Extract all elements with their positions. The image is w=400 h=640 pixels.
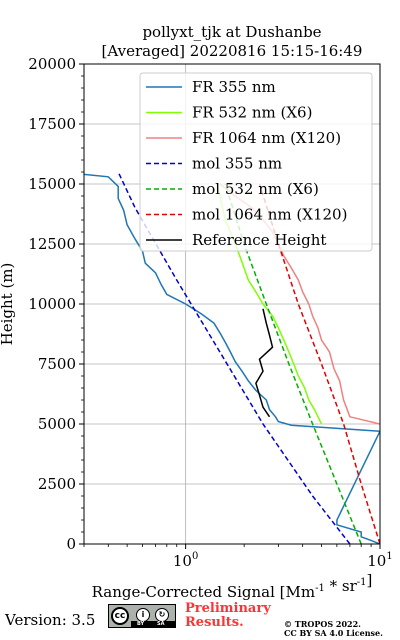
cc-by-text: BY bbox=[137, 621, 145, 627]
series-line-0 bbox=[84, 173, 380, 544]
chart-title: pollyxt_tjk at Dushanbe bbox=[142, 23, 321, 41]
preliminary-text: Preliminary bbox=[185, 601, 271, 616]
y-tick-label: 5000 bbox=[38, 415, 76, 433]
x-tick-label: 100 bbox=[173, 551, 198, 570]
series-line-3 bbox=[117, 171, 351, 544]
legend-label: mol 532 nm (X6) bbox=[192, 180, 319, 198]
legend-label: mol 355 nm bbox=[192, 155, 282, 173]
sa-icon: ↻ bbox=[155, 608, 169, 622]
y-tick-label: 7500 bbox=[38, 355, 76, 373]
y-tick-label: 2500 bbox=[38, 475, 76, 493]
y-tick-label: 10000 bbox=[28, 295, 76, 313]
cc-strip: BY SA bbox=[131, 621, 175, 627]
chart-subtitle: [Averaged] 20220816 15:15-16:49 bbox=[102, 42, 363, 60]
legend-label: FR 1064 nm (X120) bbox=[192, 129, 341, 147]
y-tick-label: 20000 bbox=[28, 55, 76, 73]
legend-label: FR 355 nm bbox=[192, 78, 276, 96]
preliminary-notice: Preliminary Results. bbox=[185, 602, 271, 630]
results-text: Results. bbox=[185, 615, 244, 630]
license-text: CC BY SA 4.0 License. bbox=[284, 628, 383, 638]
cc-sa-text: SA bbox=[157, 621, 165, 627]
y-tick-label: 12500 bbox=[28, 235, 76, 253]
cc-license-badge[interactable]: cc i ↻ BY SA bbox=[108, 604, 176, 628]
cc-icon: cc bbox=[111, 607, 129, 625]
series-line-6 bbox=[255, 308, 274, 418]
y-axis-label: Height (m) bbox=[0, 263, 16, 346]
x-tick-label: 101 bbox=[367, 551, 392, 570]
copyright-text: © TROPOS 2022. bbox=[284, 619, 361, 629]
by-icon: i bbox=[136, 608, 150, 622]
x-axis-label: Range-Corrected Signal [Mm-1 * sr-1] bbox=[92, 571, 373, 601]
legend-label: mol 1064 nm (X120) bbox=[192, 206, 347, 224]
legend-label: FR 532 nm (X6) bbox=[192, 104, 312, 122]
legend-box bbox=[139, 72, 373, 252]
y-tick-label: 0 bbox=[66, 535, 76, 553]
y-tick-label: 17500 bbox=[28, 115, 76, 133]
y-tick-label: 15000 bbox=[28, 175, 76, 193]
copyright-notice: © TROPOS 2022. CC BY SA 4.0 License. bbox=[284, 620, 383, 638]
legend-label: Reference Height bbox=[192, 231, 326, 249]
version-label: Version: 3.5 bbox=[5, 611, 96, 629]
